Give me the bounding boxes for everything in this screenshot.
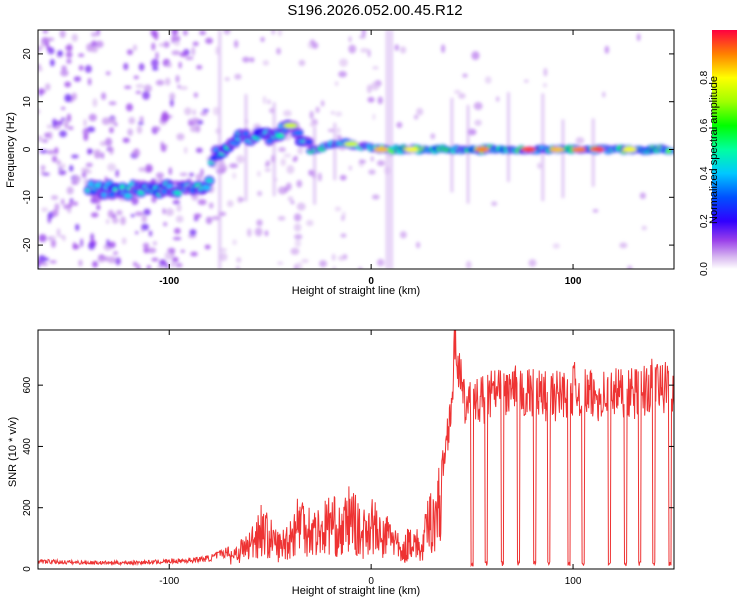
y-tick-label: 0	[22, 146, 33, 152]
spectrogram-x-label: Height of straight line (km)	[292, 285, 420, 297]
snr-y-label: SNR (10 * v/v)	[7, 417, 19, 487]
colorbar-tick-label: 0.6	[699, 118, 710, 132]
snr-frame	[37, 329, 675, 570]
colorbar-label: Normalized spectral amplitude	[708, 76, 720, 224]
y-tick-label: 200	[22, 499, 33, 516]
x-tick-label: 0	[368, 576, 374, 587]
colorbar-tick-label: 0.4	[699, 166, 710, 180]
colorbar-tick-label: 0.8	[699, 70, 710, 84]
y-tick-label: 400	[22, 438, 33, 455]
colorbar-tick-label: 0.0	[699, 262, 710, 276]
colorbar-ticks: 0.0 0.2 0.4 0.6 0.8	[699, 70, 710, 276]
snr-x-ticks: -100 0 100	[159, 330, 582, 587]
y-tick-label: 10	[22, 96, 33, 108]
y-tick-label: 0	[22, 566, 33, 572]
x-tick-label: 0	[368, 276, 374, 287]
colorbar-tick-label: 0.2	[699, 214, 710, 228]
snr-x-label: Height of straight line (km)	[292, 585, 420, 597]
y-tick-label: 20	[22, 48, 33, 60]
x-tick-label: 100	[565, 276, 582, 287]
x-tick-label: 100	[565, 576, 582, 587]
y-tick-label: 600	[22, 376, 33, 393]
spectrogram-x-ticks: -100 0 100	[159, 30, 582, 287]
spectrogram-y-label: Frequency (Hz)	[5, 112, 17, 188]
spectrogram-y-ticks: -20 -10 0 10 20	[22, 48, 674, 252]
page-title: S196.2026.052.00.45.R12	[287, 2, 463, 19]
spectrogram-heatmap	[38, 30, 674, 269]
x-tick-label: -100	[159, 276, 179, 287]
colorbar	[712, 30, 737, 269]
x-tick-label: -100	[159, 576, 179, 587]
y-tick-label: -10	[22, 190, 33, 205]
snr-series-line	[38, 330, 674, 568]
snr-y-ticks: 0 200 400 600	[22, 376, 674, 572]
y-tick-label: -20	[22, 237, 33, 252]
